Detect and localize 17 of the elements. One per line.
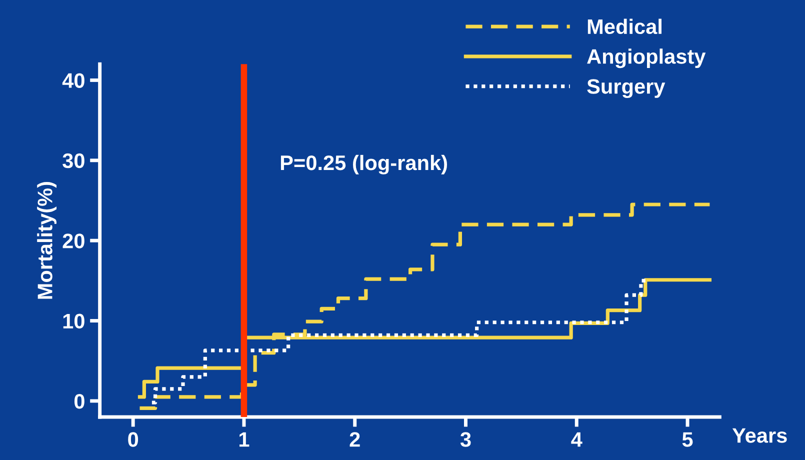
x-axis-title: Years	[732, 428, 787, 443]
legend-label: Medical	[588, 18, 662, 34]
x-tick-label: 5	[682, 432, 693, 447]
y-tick-label: 30	[62, 153, 84, 168]
x-tick-label: 4	[571, 432, 582, 447]
y-tick-label: 20	[62, 234, 84, 248]
x-tick-label: 2	[350, 432, 360, 447]
x-tick-label: 1	[239, 432, 250, 447]
legend-label: Surgery	[587, 79, 666, 98]
y-axis-title: Mortality(%)	[37, 182, 57, 299]
y-tick-label: 0	[74, 394, 84, 409]
y-tick-label: 40	[62, 73, 84, 88]
legend-label: Angioplasty	[587, 48, 706, 68]
y-tick-label: 10	[63, 314, 84, 329]
x-tick-label: 0	[128, 432, 138, 447]
x-tick-label: 3	[460, 432, 471, 447]
annotation: P=0.25 (log-rank)	[280, 154, 447, 174]
